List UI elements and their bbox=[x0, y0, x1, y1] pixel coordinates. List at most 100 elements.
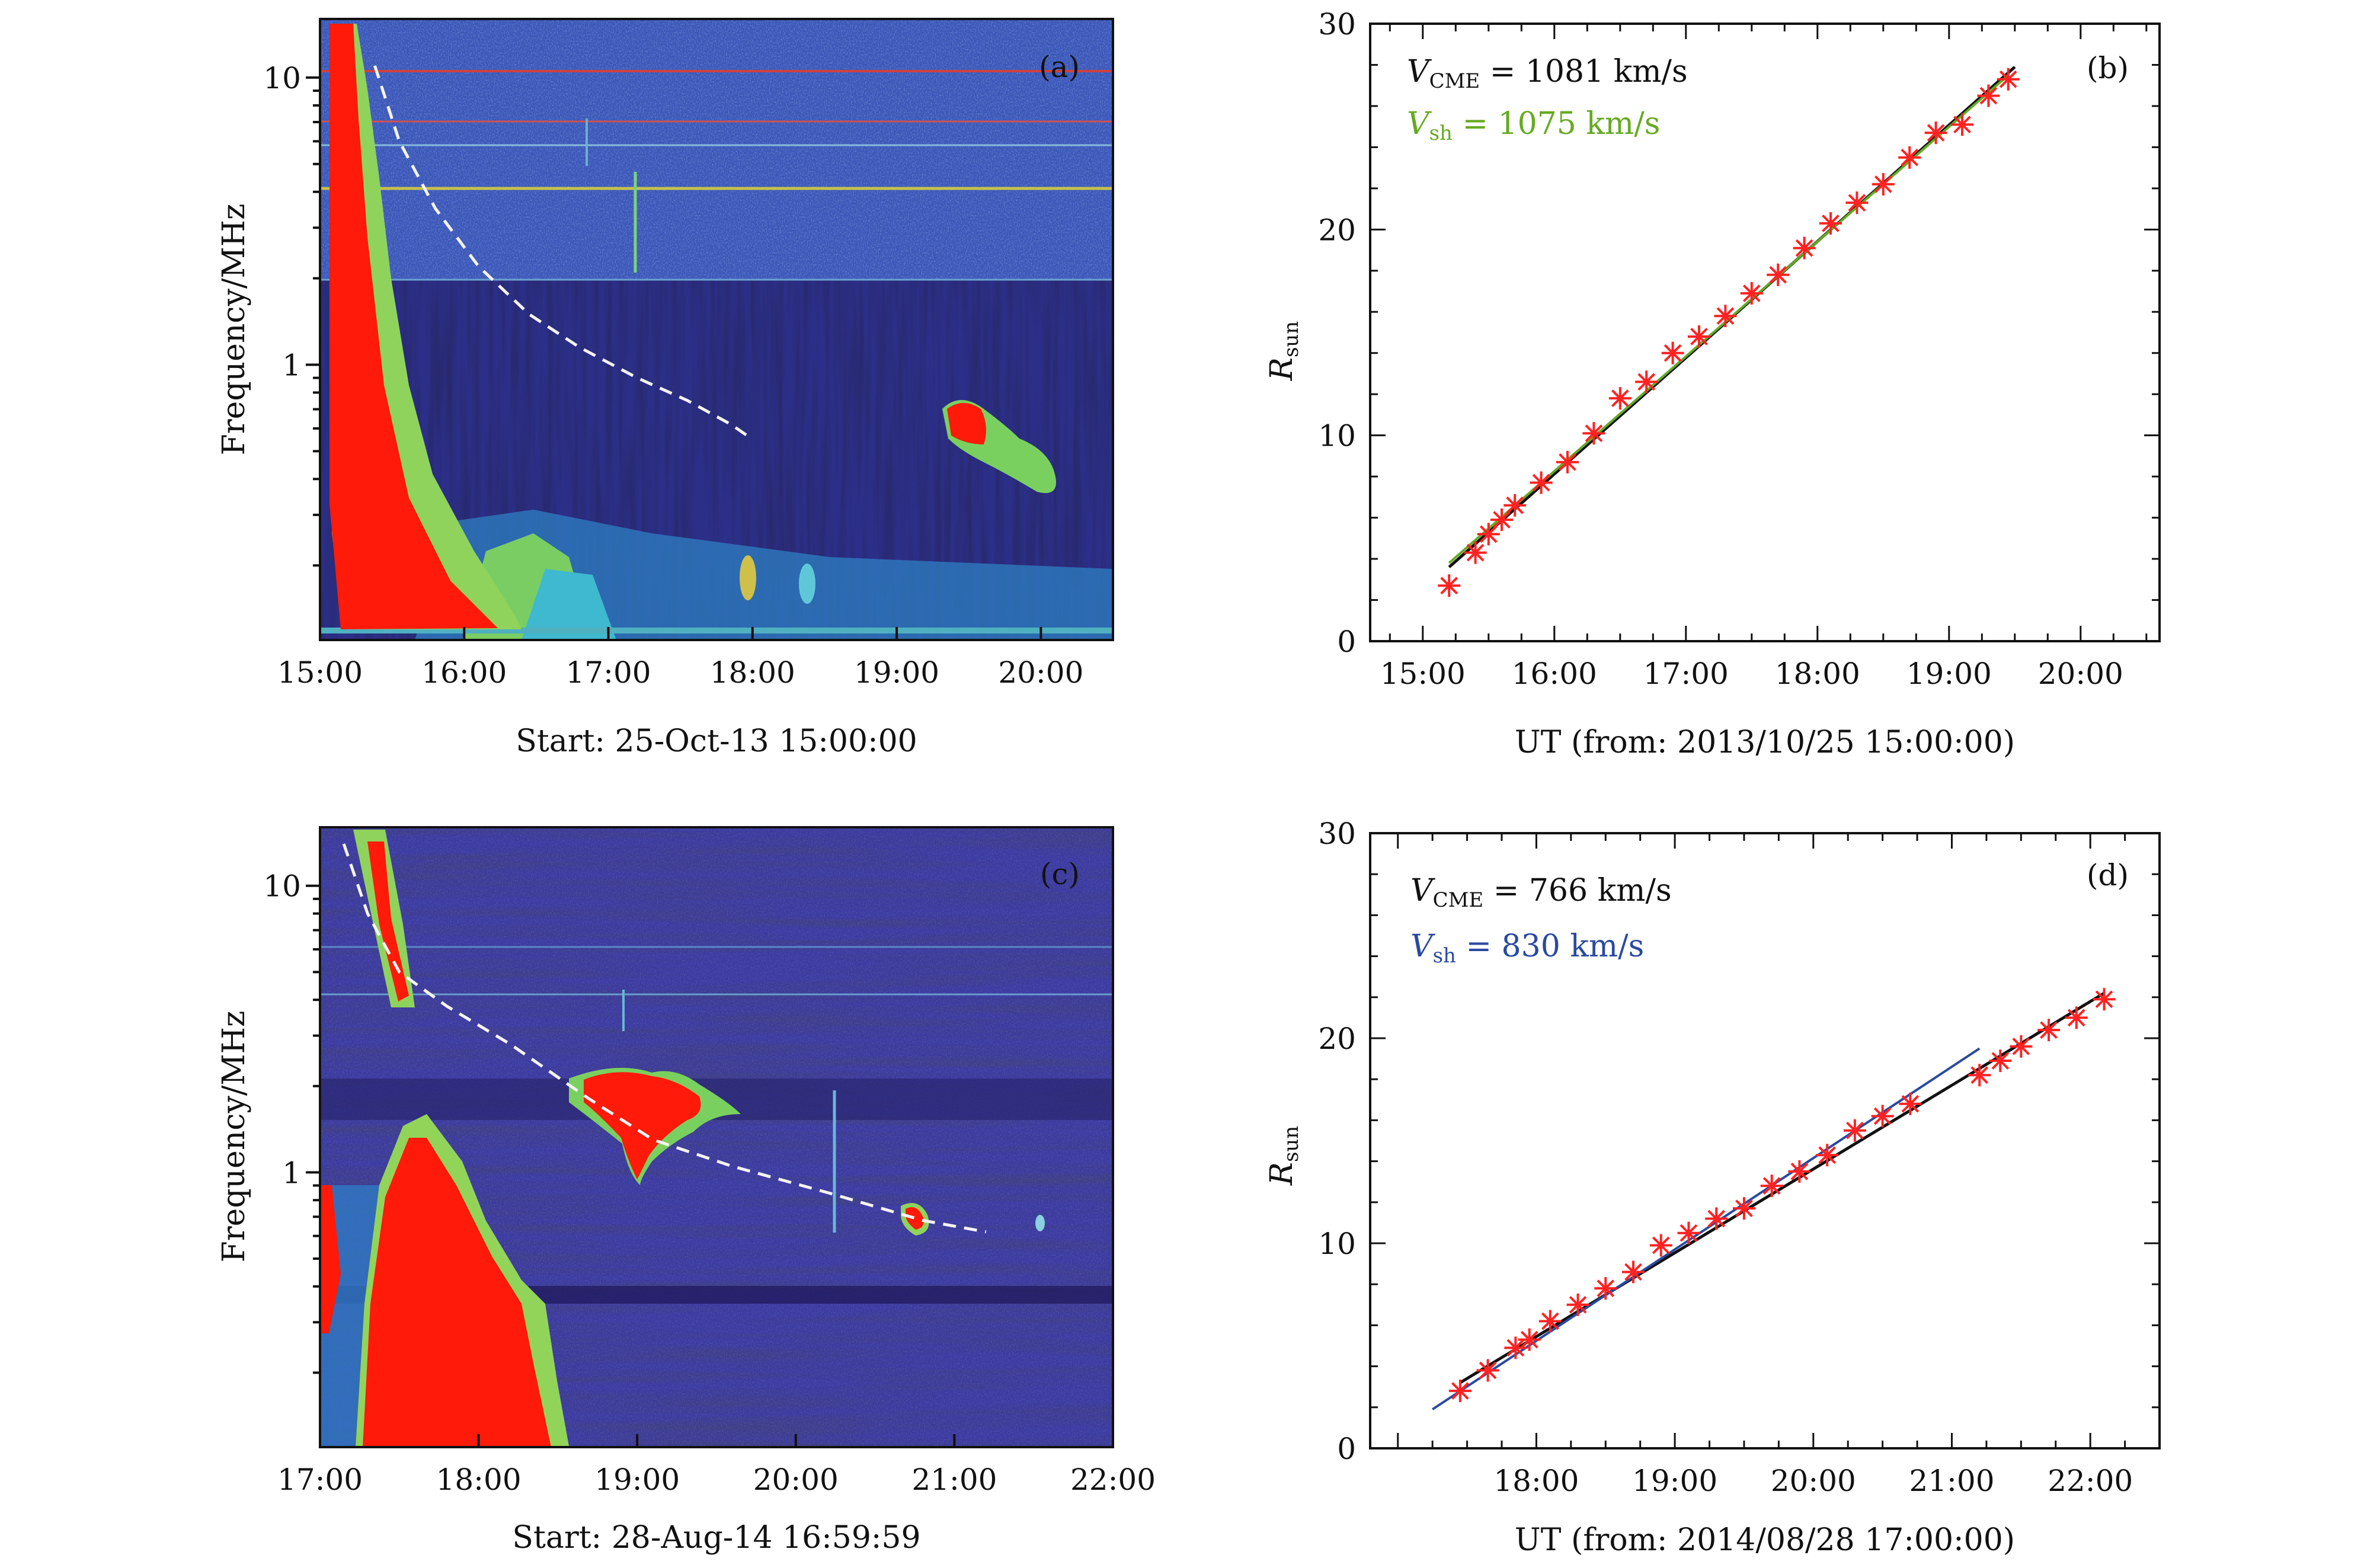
panel-d-data-point bbox=[1448, 1380, 1471, 1403]
panel-d-ytick-label: 30 bbox=[1318, 817, 1356, 851]
panel-a-dashed-track bbox=[373, 65, 754, 441]
panel-c-spectrogram: 17:00 18:00 19:00 20:00 21:00 22:00 1 10 (c) Fr… bbox=[216, 826, 1156, 1556]
panel-d-data-point bbox=[1518, 1328, 1541, 1351]
panel-d-xtick-label: 18:00 bbox=[1493, 1464, 1579, 1498]
panel-d-data-point bbox=[2010, 1035, 2033, 1058]
panel-d-data-point bbox=[1843, 1119, 1866, 1142]
panel-d-data-point bbox=[1788, 1160, 1811, 1183]
panel-b-data-point bbox=[1977, 84, 2000, 107]
panel-b-data-point bbox=[1477, 523, 1500, 546]
legend-d-shock: Vsh = 830 km/s bbox=[1410, 929, 1644, 968]
panel-d-data-point bbox=[1504, 1336, 1527, 1359]
panel-b-xtick-label: 16:00 bbox=[1512, 657, 1597, 691]
panel-b-height-time: 15:00 16:00 17:00 18:00 19:00 20:00 0 10 20 30 (b… bbox=[1264, 7, 2161, 760]
legend-b-cme: VCME = 1081 km/s bbox=[1407, 54, 1688, 93]
panel-d-data-point bbox=[1732, 1197, 1755, 1220]
panel-a-ticks: 15:00 16:00 17:00 18:00 19:00 20:00 1 10 bbox=[263, 61, 1083, 690]
panel-d-data-point bbox=[1705, 1207, 1728, 1230]
panel-d-legend: VCME = 766 km/s Vsh = 830 km/s bbox=[1410, 873, 1672, 968]
panel-b-ylabel: Rsun bbox=[1264, 321, 1303, 381]
panel-b-data-point bbox=[1997, 68, 2020, 91]
panel-a-xtick-label: 16:00 bbox=[421, 655, 507, 690]
panel-b-data-point bbox=[1714, 305, 1737, 328]
panel-a-xtick-label: 15:00 bbox=[277, 655, 363, 690]
panel-b-data-point bbox=[1740, 282, 1763, 305]
panel-a-image bbox=[320, 19, 1113, 640]
panel-a-frame bbox=[319, 18, 1114, 641]
panel-d-data-point bbox=[1622, 1260, 1645, 1284]
panel-c-xtick-label: 19:00 bbox=[594, 1463, 680, 1497]
panel-b-ytick-label: 20 bbox=[1318, 213, 1356, 247]
panel-c-xlabel: Start: 28-Aug-14 16:59:59 bbox=[512, 1520, 920, 1556]
panel-d-fit-shock bbox=[1432, 1047, 1981, 1410]
panel-a-xtick-label: 20:00 bbox=[998, 655, 1083, 690]
panel-b-data-point bbox=[1464, 541, 1487, 564]
panel-d-data-point bbox=[1760, 1175, 1783, 1198]
panel-c-xtick-label: 17:00 bbox=[277, 1463, 363, 1497]
panel-d-data-point bbox=[1476, 1359, 1499, 1382]
legend-d-cme: VCME = 766 km/s bbox=[1410, 873, 1672, 912]
panel-c-xtick-label: 20:00 bbox=[753, 1463, 839, 1497]
panel-b-data-point bbox=[1608, 387, 1632, 410]
panel-c-ytick-label: 1 bbox=[282, 1156, 301, 1190]
panel-c-dashed-track bbox=[342, 843, 987, 1234]
panel-c-frame bbox=[319, 826, 1114, 1448]
panel-b-data-point bbox=[1490, 508, 1513, 532]
panel-b-data-point bbox=[1924, 121, 1947, 145]
panel-b-data-point bbox=[1688, 325, 1710, 348]
panel-b-data-point bbox=[1504, 494, 1527, 517]
panel-d-frame bbox=[1369, 832, 2161, 1449]
panel-d-data-point bbox=[1816, 1144, 1839, 1167]
panel-c-image bbox=[320, 827, 1113, 1447]
panel-d-xtick-label: 20:00 bbox=[1771, 1464, 1856, 1498]
panel-b-ytick-label: 0 bbox=[1337, 625, 1356, 659]
panel-b-ytick-label: 30 bbox=[1318, 7, 1356, 41]
panel-a-ytick-label: 1 bbox=[282, 348, 301, 382]
panel-d-plot-area bbox=[1432, 988, 2116, 1410]
panel-a-xtick-label: 18:00 bbox=[710, 655, 795, 690]
panel-c-ylabel: Frequency/MHz bbox=[216, 1011, 252, 1263]
panel-d-data-point bbox=[1677, 1221, 1700, 1244]
panel-b-xlabel: UT (from: 2013/10/25 15:00:00) bbox=[1515, 725, 2015, 760]
panel-b-data-point bbox=[1951, 113, 1973, 136]
panel-b-xtick-label: 15:00 bbox=[1380, 657, 1466, 691]
panel-b-ytick-label: 10 bbox=[1318, 419, 1356, 453]
panel-b-plot-area bbox=[1438, 66, 2020, 597]
panel-d-data-point bbox=[1968, 1064, 1991, 1087]
panel-c-xtick-label: 22:00 bbox=[1070, 1463, 1156, 1497]
panel-b-data-point bbox=[1872, 172, 1895, 196]
panel-d-data-point bbox=[1594, 1277, 1617, 1300]
panel-b-data-point bbox=[1898, 146, 1921, 169]
panel-b-xtick-label: 18:00 bbox=[1775, 657, 1860, 691]
panel-b-data-point bbox=[1635, 370, 1658, 393]
panel-b-data-point bbox=[1438, 574, 1461, 597]
panel-d-label: (d) bbox=[2087, 858, 2129, 892]
panel-d-xtick-label: 19:00 bbox=[1632, 1464, 1717, 1498]
panel-d-data-point bbox=[1899, 1092, 1922, 1115]
panel-b-xtick-label: 19:00 bbox=[1906, 657, 1992, 691]
panel-d-data-point bbox=[1649, 1234, 1672, 1257]
panel-c-ytick-label: 10 bbox=[263, 869, 301, 904]
panel-a-ylabel: Frequency/MHz bbox=[216, 204, 252, 456]
panel-d-ytick-label: 20 bbox=[1318, 1022, 1356, 1056]
panel-b-xtick-label: 17:00 bbox=[1643, 657, 1729, 691]
panel-b-data-point bbox=[1582, 422, 1605, 445]
panel-b-data-point bbox=[1530, 471, 1553, 494]
panel-d-ytick-label: 10 bbox=[1318, 1227, 1356, 1261]
panel-d-height-time: 18:00 19:00 20:00 21:00 22:00 0 10 20 30 (d) VCM… bbox=[1264, 817, 2161, 1558]
panel-d-ytick-label: 0 bbox=[1337, 1432, 1356, 1466]
panel-d-ticks: 18:00 19:00 20:00 21:00 22:00 0 10 20 30 bbox=[1318, 817, 2161, 1498]
legend-b-shock: Vsh = 1075 km/s bbox=[1407, 106, 1660, 145]
panel-c-xtick-label: 18:00 bbox=[436, 1463, 522, 1497]
panel-d-xtick-label: 21:00 bbox=[1909, 1464, 1994, 1498]
panel-a-xtick-label: 17:00 bbox=[565, 655, 651, 690]
panel-b-data-point bbox=[1793, 236, 1816, 260]
panel-d-data-point bbox=[2065, 1006, 2088, 1029]
panel-a-xtick-label: 19:00 bbox=[854, 655, 939, 690]
panel-b-frame bbox=[1369, 23, 2161, 642]
panel-b-data-point bbox=[1661, 341, 1684, 364]
panel-d-xlabel: UT (from: 2014/08/28 17:00:00) bbox=[1515, 1522, 2015, 1558]
panel-b-label: (b) bbox=[2087, 51, 2129, 85]
panel-b-data-point bbox=[1556, 450, 1579, 473]
